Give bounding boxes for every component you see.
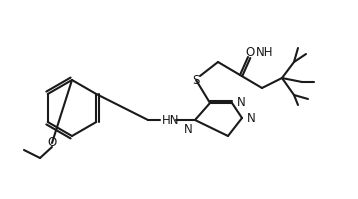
Text: N: N — [247, 111, 256, 125]
Text: O: O — [47, 137, 57, 149]
Text: HN: HN — [162, 113, 179, 127]
Text: O: O — [245, 47, 255, 60]
Text: NH: NH — [256, 46, 274, 59]
Text: N: N — [184, 123, 193, 136]
Text: N: N — [237, 96, 246, 108]
Text: S: S — [192, 73, 200, 87]
